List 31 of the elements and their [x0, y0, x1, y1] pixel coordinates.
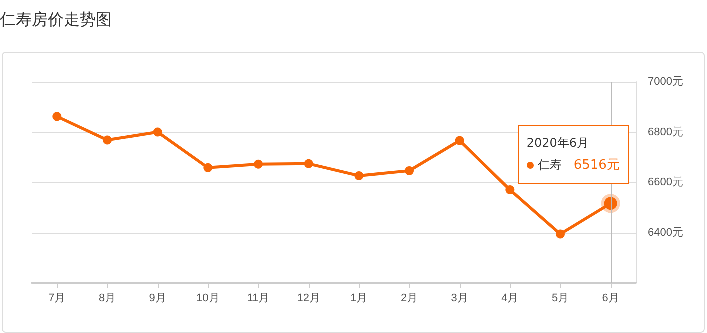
point	[405, 166, 414, 176]
point	[204, 163, 213, 172]
data-label: 6516元	[574, 158, 620, 173]
point	[556, 230, 565, 239]
point	[354, 171, 364, 180]
point	[153, 128, 162, 137]
point	[254, 160, 263, 169]
x-tick-label: 3月	[451, 292, 468, 304]
x-tick-label: 12月	[297, 292, 320, 304]
point	[455, 136, 464, 146]
x-tick-label: 6月	[602, 292, 620, 304]
point	[103, 136, 112, 145]
x-tick-label: 5月	[552, 292, 570, 304]
x-tick-label: 10月	[196, 292, 220, 304]
legend-label: 仁寿	[538, 158, 562, 172]
y-tick-label: 6800元	[648, 126, 684, 138]
y-tick-label: 6400元	[648, 226, 684, 239]
x-tick-label: 2月	[400, 292, 418, 304]
point	[304, 159, 314, 168]
x-tick-label: 8月	[98, 292, 116, 304]
y-tick-label: 7000元	[648, 76, 684, 88]
x-tick-label: 7月	[48, 292, 66, 304]
x-tick-label: 4月	[502, 292, 519, 304]
annotation: 2020年6月	[526, 134, 590, 152]
y-tick-label: 6600元	[648, 176, 684, 188]
point	[52, 112, 62, 122]
x-tick-label: 1月	[350, 292, 368, 304]
chart-title: 仁寿房价走势图	[0, 10, 112, 31]
point	[506, 186, 515, 195]
x-tick-label: 9月	[149, 292, 166, 304]
x-tick-label: 11月	[247, 292, 270, 304]
